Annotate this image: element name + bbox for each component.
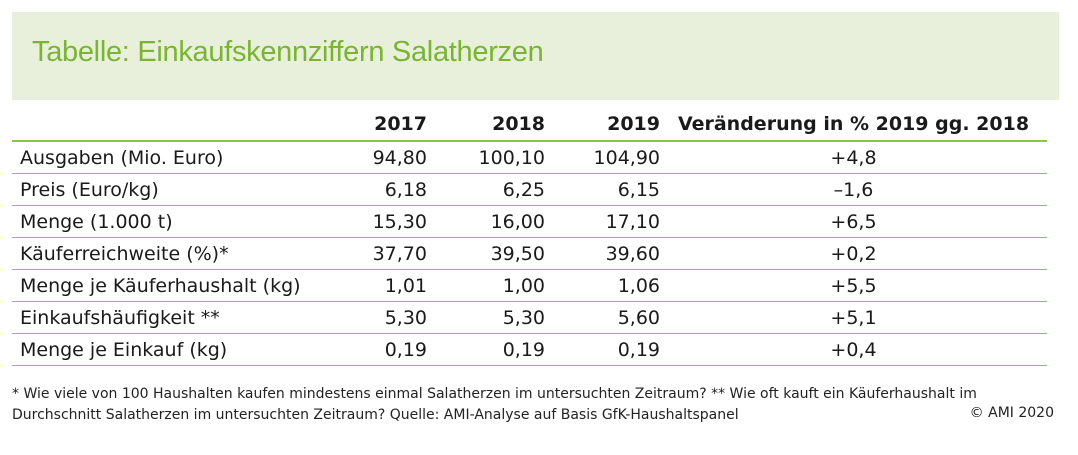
value-2017: 15,30 [372,210,427,233]
value-2017: 94,80 [372,146,427,169]
value-change: +6,5 [830,210,877,233]
value-2019: 5,60 [617,306,660,329]
row-label: Menge (1.000 t) [20,210,173,233]
value-change: +5,5 [830,274,877,297]
footnote: * Wie viele von 100 Haushalten kaufen mi… [12,386,977,423]
value-2019: 0,19 [617,338,660,361]
table-row: Menge je Käuferhaushalt (kg) 1,01 1,00 1… [12,270,1047,302]
value-2018: 16,00 [490,210,545,233]
header-change: Veränderung in % 2019 gg. 2018 [677,112,1030,135]
value-2017: 0,19 [384,338,427,361]
row-label: Ausgaben (Mio. Euro) [20,146,224,169]
table-row: Käuferreichweite (%)* 37,70 39,50 39,60 … [12,238,1047,270]
row-label: Preis (Euro/kg) [20,178,159,201]
value-2018: 5,30 [502,306,545,329]
table-row: Ausgaben (Mio. Euro) 94,80 100,10 104,90… [12,141,1047,174]
value-2019: 17,10 [605,210,660,233]
row-label: Einkaufshäufigkeit ** [20,306,220,329]
title-band [12,12,1059,100]
table-row: Menge (1.000 t) 15,30 16,00 17,10 +6,5 [12,206,1047,238]
value-2017: 6,18 [384,178,427,201]
table-row: Preis (Euro/kg) 6,18 6,25 6,15 –1,6 [12,174,1047,206]
header-2017: 2017 [374,112,427,135]
table-title: Tabelle: Einkaufskennziffern Salatherzen [32,36,544,68]
value-change: +0,2 [830,242,877,265]
data-table: 2017 2018 2019 Veränderung in % 2019 gg.… [12,107,1047,366]
header-row: 2017 2018 2019 Veränderung in % 2019 gg.… [12,107,1047,141]
value-2018: 100,10 [478,146,545,169]
value-change: +0,4 [830,338,877,361]
table-row: Einkaufshäufigkeit ** 5,30 5,30 5,60 +5,… [12,302,1047,334]
value-2018: 1,00 [502,274,545,297]
value-2019: 104,90 [593,146,660,169]
header-2018: 2018 [492,112,545,135]
header-2019: 2019 [607,112,660,135]
header-label [12,107,342,141]
row-label: Käuferreichweite (%)* [20,242,229,265]
value-2018: 39,50 [490,242,545,265]
value-2017: 1,01 [384,274,427,297]
row-label: Menge je Einkauf (kg) [20,338,228,361]
value-change: +5,1 [830,306,877,329]
value-2017: 37,70 [372,242,427,265]
value-2018: 0,19 [502,338,545,361]
value-change: –1,6 [833,178,874,201]
value-2017: 5,30 [384,306,427,329]
value-2019: 39,60 [605,242,660,265]
copyright: © AMI 2020 [969,405,1054,421]
value-change: +4,8 [830,146,877,169]
value-2018: 6,25 [502,178,545,201]
value-2019: 6,15 [617,178,660,201]
row-label: Menge je Käuferhaushalt (kg) [20,274,301,297]
table-row: Menge je Einkauf (kg) 0,19 0,19 0,19 +0,… [12,334,1047,366]
value-2019: 1,06 [617,274,660,297]
